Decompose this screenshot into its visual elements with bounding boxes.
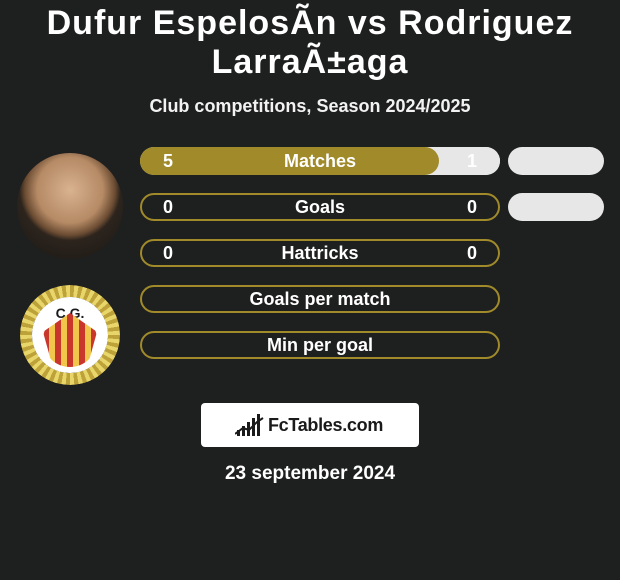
comparison-card: Dufur EspelosÃ­n vs Rodriguez LarraÃ±aga… <box>0 0 620 485</box>
stat-label: Hattricks <box>140 243 500 264</box>
stat-bar: 00Goals <box>140 193 500 221</box>
stat-bar: Goals per match <box>140 285 500 313</box>
stat-bar-row: 00Hattricks <box>140 239 500 267</box>
date-label: 23 september 2024 <box>225 463 395 485</box>
stat-label: Min per goal <box>140 335 500 356</box>
logo-text: FcTables.com <box>268 415 383 436</box>
stat-bar: 00Hattricks <box>140 239 500 267</box>
stat-bar-row: Goals per match <box>140 285 500 313</box>
logo-row: FcTables.com <box>201 403 419 447</box>
indicator-slot <box>508 285 612 313</box>
stat-bar: Min per goal <box>140 331 500 359</box>
logo-chart-icon <box>237 414 260 436</box>
stat-bar-row: 51Matches <box>140 147 500 175</box>
stat-label: Goals per match <box>140 289 500 310</box>
stat-label: Matches <box>140 151 500 172</box>
indicator-pill <box>508 193 604 221</box>
subtitle: Club competitions, Season 2024/2025 <box>149 96 470 117</box>
club-crest: C.G. <box>20 285 120 385</box>
stat-label: Goals <box>140 197 500 218</box>
indicator-slot <box>508 239 612 267</box>
crest-inner: C.G. <box>32 297 108 373</box>
indicator-column <box>508 147 620 385</box>
fctables-logo[interactable]: FcTables.com <box>201 403 419 447</box>
logo-trend-line <box>235 416 265 436</box>
indicator-slot <box>508 147 612 175</box>
avatar-face-placeholder <box>17 153 123 259</box>
indicator-pill <box>508 147 604 175</box>
stat-bar: 51Matches <box>140 147 500 175</box>
stat-bar-row: Min per goal <box>140 331 500 359</box>
stats-bars-column: 51Matches 00Goals 00Hattricks Goals per mat… <box>140 147 508 385</box>
stat-bar-row: 00Goals <box>140 193 500 221</box>
indicator-slot <box>508 193 612 221</box>
main-content: C.G. 51Matches 00Goals 00Hattricks Goals pe… <box>0 147 620 385</box>
player-avatar <box>17 153 123 259</box>
indicator-slot <box>508 331 612 359</box>
avatars-column: C.G. <box>0 147 140 385</box>
page-title: Dufur EspelosÃ­n vs Rodriguez LarraÃ±aga <box>0 4 620 82</box>
crest-stripes <box>43 313 97 367</box>
